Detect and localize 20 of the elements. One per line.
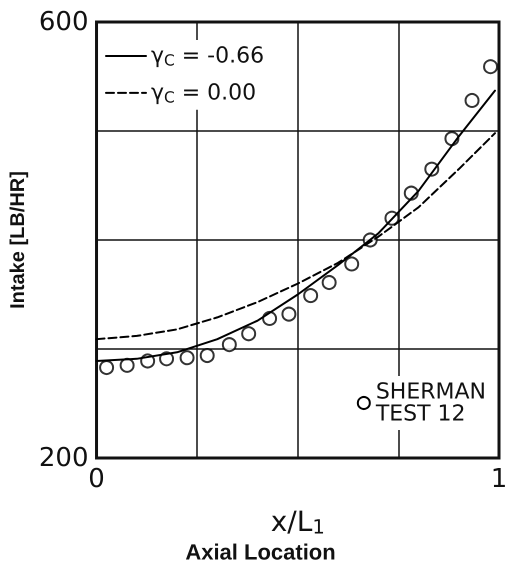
point bbox=[241, 326, 256, 342]
y-tick-label: 200 bbox=[38, 443, 89, 473]
point bbox=[322, 275, 337, 290]
y-tick-label: 600 bbox=[38, 7, 89, 37]
x-axis-title: x/L1 bbox=[270, 505, 325, 539]
legend-label: SHERMAN TEST 12 bbox=[374, 380, 486, 426]
point bbox=[303, 288, 318, 304]
point bbox=[200, 348, 215, 364]
point bbox=[180, 350, 195, 366]
point bbox=[99, 360, 114, 376]
text: Axial Location bbox=[185, 540, 336, 564]
point bbox=[483, 59, 498, 74]
y-axis-title: Intake [LB/HR] bbox=[7, 171, 29, 309]
point bbox=[120, 358, 135, 373]
x-tick-label: 1 bbox=[490, 464, 508, 494]
point bbox=[222, 337, 237, 352]
point bbox=[344, 256, 360, 272]
x-tick-label: 0 bbox=[88, 464, 105, 494]
point bbox=[281, 306, 296, 322]
point bbox=[464, 92, 480, 108]
